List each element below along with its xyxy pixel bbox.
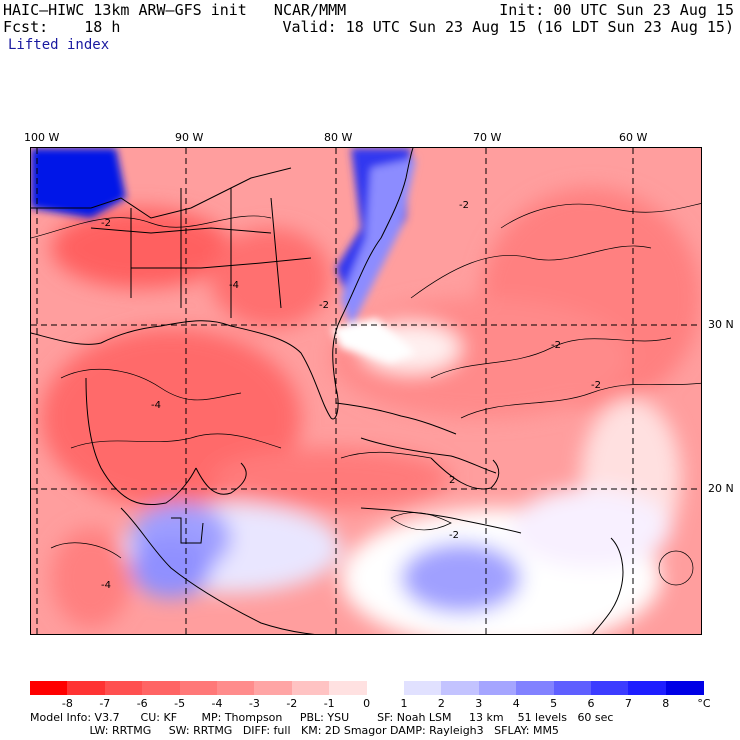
- colorbar-swatch: [404, 681, 442, 695]
- colorbar-swatch: [329, 681, 368, 695]
- colorbar-tick-label: -3: [248, 697, 260, 710]
- colorbar-swatch: [366, 681, 405, 695]
- colorbar-swatch: [67, 681, 106, 695]
- colorbar-tick-label: 3: [475, 697, 483, 710]
- colorbar-swatch: [254, 681, 293, 695]
- colorbar-swatch: [142, 681, 181, 695]
- colorbar-tick-label: -8: [61, 697, 73, 710]
- contour-label: -4: [101, 580, 111, 591]
- colorbar-tick-label: 4: [512, 697, 520, 710]
- colorbar-swatch: [591, 681, 629, 695]
- colorbar: [30, 681, 704, 695]
- valid-time: Valid: 18 UTC Sun 23 Aug 15 (16 LDT Sun …: [282, 18, 734, 36]
- colorbar-tick-label: 6: [587, 697, 595, 710]
- contour-label: -2: [459, 200, 469, 211]
- li-contours: [31, 203, 701, 586]
- contour-label: -2: [101, 218, 111, 229]
- colorbar-tick-label: -7: [99, 697, 111, 710]
- colorbar-swatch: [553, 681, 592, 695]
- colorbar-tick-label: 1: [400, 697, 408, 710]
- colorbar-unit: °C: [697, 697, 711, 710]
- colorbar-swatch: [516, 681, 555, 695]
- colorbar-tick-label: 8: [662, 697, 670, 710]
- colorbar-swatch: [291, 681, 330, 695]
- contour-label: -2: [319, 300, 329, 311]
- colorbar-tick-label: -2: [286, 697, 298, 710]
- colorbar-tick-label: -6: [136, 697, 148, 710]
- lat-label: 30 N: [708, 318, 734, 331]
- colorbar-tick-label: -4: [211, 697, 223, 710]
- colorbar-tick-label: 0: [363, 697, 371, 710]
- coastlines: [31, 148, 624, 634]
- model-title: HAIC–HIWC 13km ARW–GFS init NCAR/MMM: [3, 1, 347, 19]
- contour-label: -2: [591, 380, 601, 391]
- field-name: Lifted index: [8, 37, 110, 53]
- contour-label: 2: [449, 475, 455, 486]
- model-info-line1: Model Info: V3.7 CU: KF MP: Thompson PBL…: [30, 711, 614, 724]
- colorbar-swatch: [217, 681, 255, 695]
- contour-label: -2: [449, 530, 459, 541]
- lon-label: 90 W: [175, 131, 204, 144]
- map-svg: -2 -2 -4 -2 -4 -2 -2 -2 -4 2: [31, 148, 701, 634]
- model-info-line2: LW: RRTMG SW: RRTMG DIFF: full KM: 2D Sm…: [30, 724, 559, 737]
- colorbar-swatch: [478, 681, 517, 695]
- contour-label: -2: [551, 340, 561, 351]
- lon-label: 70 W: [473, 131, 502, 144]
- colorbar-swatch: [665, 681, 704, 695]
- forecast-hour: Fcst: 18 h: [3, 18, 121, 36]
- colorbar-swatch: [441, 681, 480, 695]
- colorbar-swatch: [104, 681, 143, 695]
- graticule: [31, 148, 701, 634]
- colorbar-tick-label: -1: [323, 697, 335, 710]
- lat-label: 20 N: [708, 482, 734, 495]
- contour-label-group: -2 -2 -4 -2 -4 -2 -2 -2 -4 2: [101, 200, 601, 591]
- colorbar-tick-label: 7: [624, 697, 632, 710]
- lon-label: 60 W: [619, 131, 648, 144]
- contour-label: -4: [229, 280, 239, 291]
- colorbar-tick-label: 5: [550, 697, 558, 710]
- colorbar-swatch: [628, 681, 667, 695]
- stable-air-blue: [31, 148, 416, 363]
- colorbar-tick-label: -5: [174, 697, 186, 710]
- lon-label: 100 W: [24, 131, 60, 144]
- colorbar-swatch: [179, 681, 218, 695]
- init-time: Init: 00 UTC Sun 23 Aug 15: [499, 1, 734, 19]
- lifted-index-map: -2 -2 -4 -2 -4 -2 -2 -2 -4 2: [30, 147, 702, 635]
- lon-label: 80 W: [324, 131, 353, 144]
- colorbar-swatch: [30, 681, 68, 695]
- colorbar-tick-label: 2: [437, 697, 445, 710]
- contour-label: -4: [151, 400, 161, 411]
